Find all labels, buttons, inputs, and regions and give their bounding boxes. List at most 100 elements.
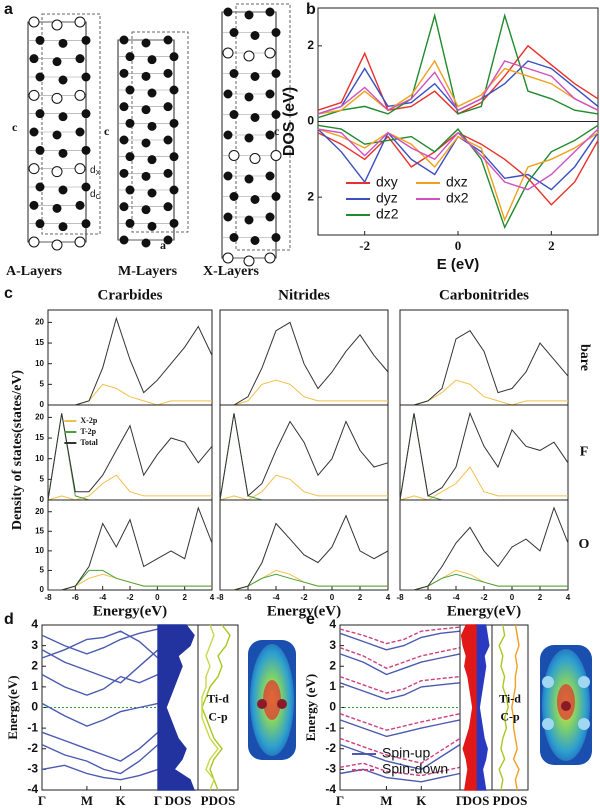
y-tick-label: 15 (35, 526, 44, 535)
spacing-main: d (90, 165, 96, 176)
lattice-label: c (274, 124, 280, 138)
atom (271, 28, 281, 37)
x-tick-label: K (416, 793, 427, 808)
x-axis-label: PDOS (493, 793, 528, 808)
y-tick-label: 5 (40, 474, 45, 483)
atom (58, 38, 68, 48)
y-tick-label: 10 (35, 546, 44, 555)
series-label: C-p (208, 709, 228, 723)
series-line (339, 630, 461, 651)
atom (147, 188, 157, 198)
atom (119, 68, 129, 78)
atom (125, 152, 135, 162)
atom (35, 109, 45, 119)
atom (28, 16, 40, 28)
series-line (317, 12, 599, 119)
lattice-label: c (104, 124, 110, 138)
x-axis-label: Energy(eV) (93, 603, 167, 619)
plot-frame (219, 309, 389, 406)
atom (35, 72, 45, 82)
atom (28, 236, 40, 248)
x-tick-label: -8 (396, 593, 404, 602)
atom (52, 57, 62, 67)
panel-label: c (4, 285, 13, 302)
atom (223, 212, 233, 222)
layer-label: A-Layers (6, 264, 63, 279)
atom (244, 174, 254, 184)
legend-label: Spin-down (382, 761, 448, 777)
atom (141, 105, 151, 115)
atom (29, 54, 39, 64)
atom (265, 7, 275, 17)
y-tick-label: 3 (329, 638, 336, 652)
x-tick-label: -4 (99, 593, 107, 602)
y-tick-label: 2 (31, 658, 38, 672)
atom (125, 52, 135, 62)
atom (81, 182, 91, 192)
panel-label: a (4, 1, 13, 18)
atom (35, 182, 45, 192)
x-tick-label: -8 (44, 593, 52, 602)
series-line (41, 628, 159, 655)
x-tick-label: -6 (72, 593, 80, 602)
x-tick-label: -2 (300, 593, 308, 602)
y-tick-label: 4 (329, 617, 336, 631)
legend-label: T-2p (80, 427, 96, 436)
crystal-structures (27, 3, 291, 267)
series-line (339, 737, 461, 764)
atom (250, 113, 260, 122)
row-label: O (579, 537, 590, 552)
atom (125, 85, 135, 95)
atom (163, 102, 173, 112)
atom (75, 127, 85, 137)
atom (141, 205, 151, 215)
x-tick-label: Γ (456, 793, 464, 808)
x-tick-label: M (81, 793, 93, 808)
y-tick-label: 10 (35, 454, 44, 463)
layer-label: M-Layers (118, 264, 178, 279)
atom (169, 118, 179, 128)
plot-frame (399, 309, 569, 406)
y-axis-label: Density of states(states/eV) (10, 370, 25, 531)
x-tick-label: 2 (538, 593, 543, 602)
y-tick-label: 10 (35, 359, 44, 368)
atom (244, 92, 254, 102)
atom (250, 72, 260, 81)
atom (244, 215, 254, 225)
x-axis-label: E (eV) (437, 256, 480, 273)
series-line (41, 649, 159, 684)
atom (119, 102, 129, 112)
atom (141, 238, 151, 248)
series-line (339, 768, 461, 783)
dos-curve (498, 624, 509, 791)
dos-curve (460, 624, 477, 791)
x-tick-label: -8 (216, 593, 224, 602)
atom (163, 68, 173, 78)
spacing-main: d (90, 189, 96, 200)
series-line (41, 673, 159, 696)
cell-back (131, 31, 189, 233)
atom (141, 171, 151, 181)
atom (75, 54, 85, 64)
atom (169, 52, 179, 62)
atom (163, 168, 173, 178)
atom (81, 145, 91, 155)
series-label: Ti-d (499, 691, 521, 705)
atom (250, 195, 260, 204)
atom (119, 168, 129, 178)
legend-label: dxz (446, 174, 468, 190)
plot-frame (491, 624, 529, 791)
series-line (339, 626, 461, 645)
atom (244, 133, 254, 143)
atom (250, 31, 260, 40)
atom (29, 127, 39, 137)
atom (58, 185, 68, 195)
atom (228, 150, 240, 161)
x-axis-label: DOS (165, 793, 192, 808)
x-tick-label: -2 (126, 593, 134, 602)
x-axis-label: PDOS (201, 793, 236, 808)
series-line (48, 506, 213, 591)
x-tick-label: 2 (182, 593, 187, 602)
x-tick-label: K (116, 793, 127, 808)
